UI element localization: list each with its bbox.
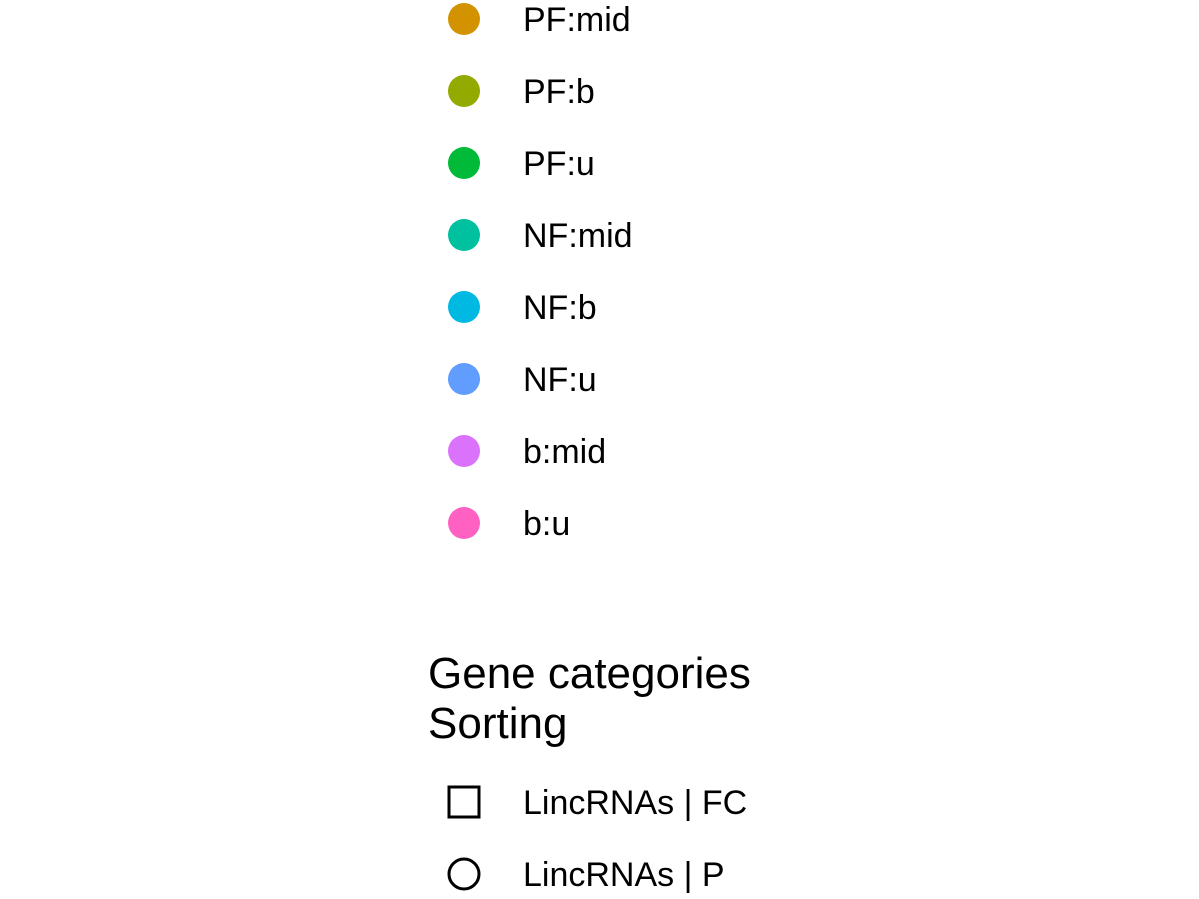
legend-label-5: NF:u [523, 361, 597, 399]
legend-label-1: PF:b [523, 73, 595, 111]
legend-label-3: NF:mid [523, 217, 633, 255]
legend-label-4: NF:b [523, 289, 597, 327]
shape-legend-label-0: LincRNAs | FC [523, 784, 747, 822]
legend-key-1-circle [448, 75, 480, 107]
legend-key-6-circle [448, 435, 480, 467]
shape-legend-title-line-0: Gene categories [428, 649, 751, 698]
legend-key-2-circle [448, 147, 480, 179]
legend-key-7-circle [448, 507, 480, 539]
legend-key-4-circle [448, 291, 480, 323]
legend-key-0-circle [448, 3, 480, 35]
legend-key-3-circle [448, 219, 480, 251]
legend-label-0: PF:mid [523, 1, 631, 39]
shape-legend-key-0-square [447, 785, 481, 819]
color-legend: PF:mid PF:b PF:u NF:mid NF:b NF:u b:mid b:u [448, 1, 633, 543]
legend-label-7: b:u [523, 505, 570, 543]
shape-legend-key-1-circle [447, 857, 481, 891]
shape-legend-label-1: LincRNAs | P [523, 856, 725, 894]
legend-key-5-circle [448, 363, 480, 395]
shape-legend-title-line-1: Sorting [428, 699, 567, 748]
legend-label-2: PF:u [523, 145, 595, 183]
legend-label-6: b:mid [523, 433, 606, 471]
